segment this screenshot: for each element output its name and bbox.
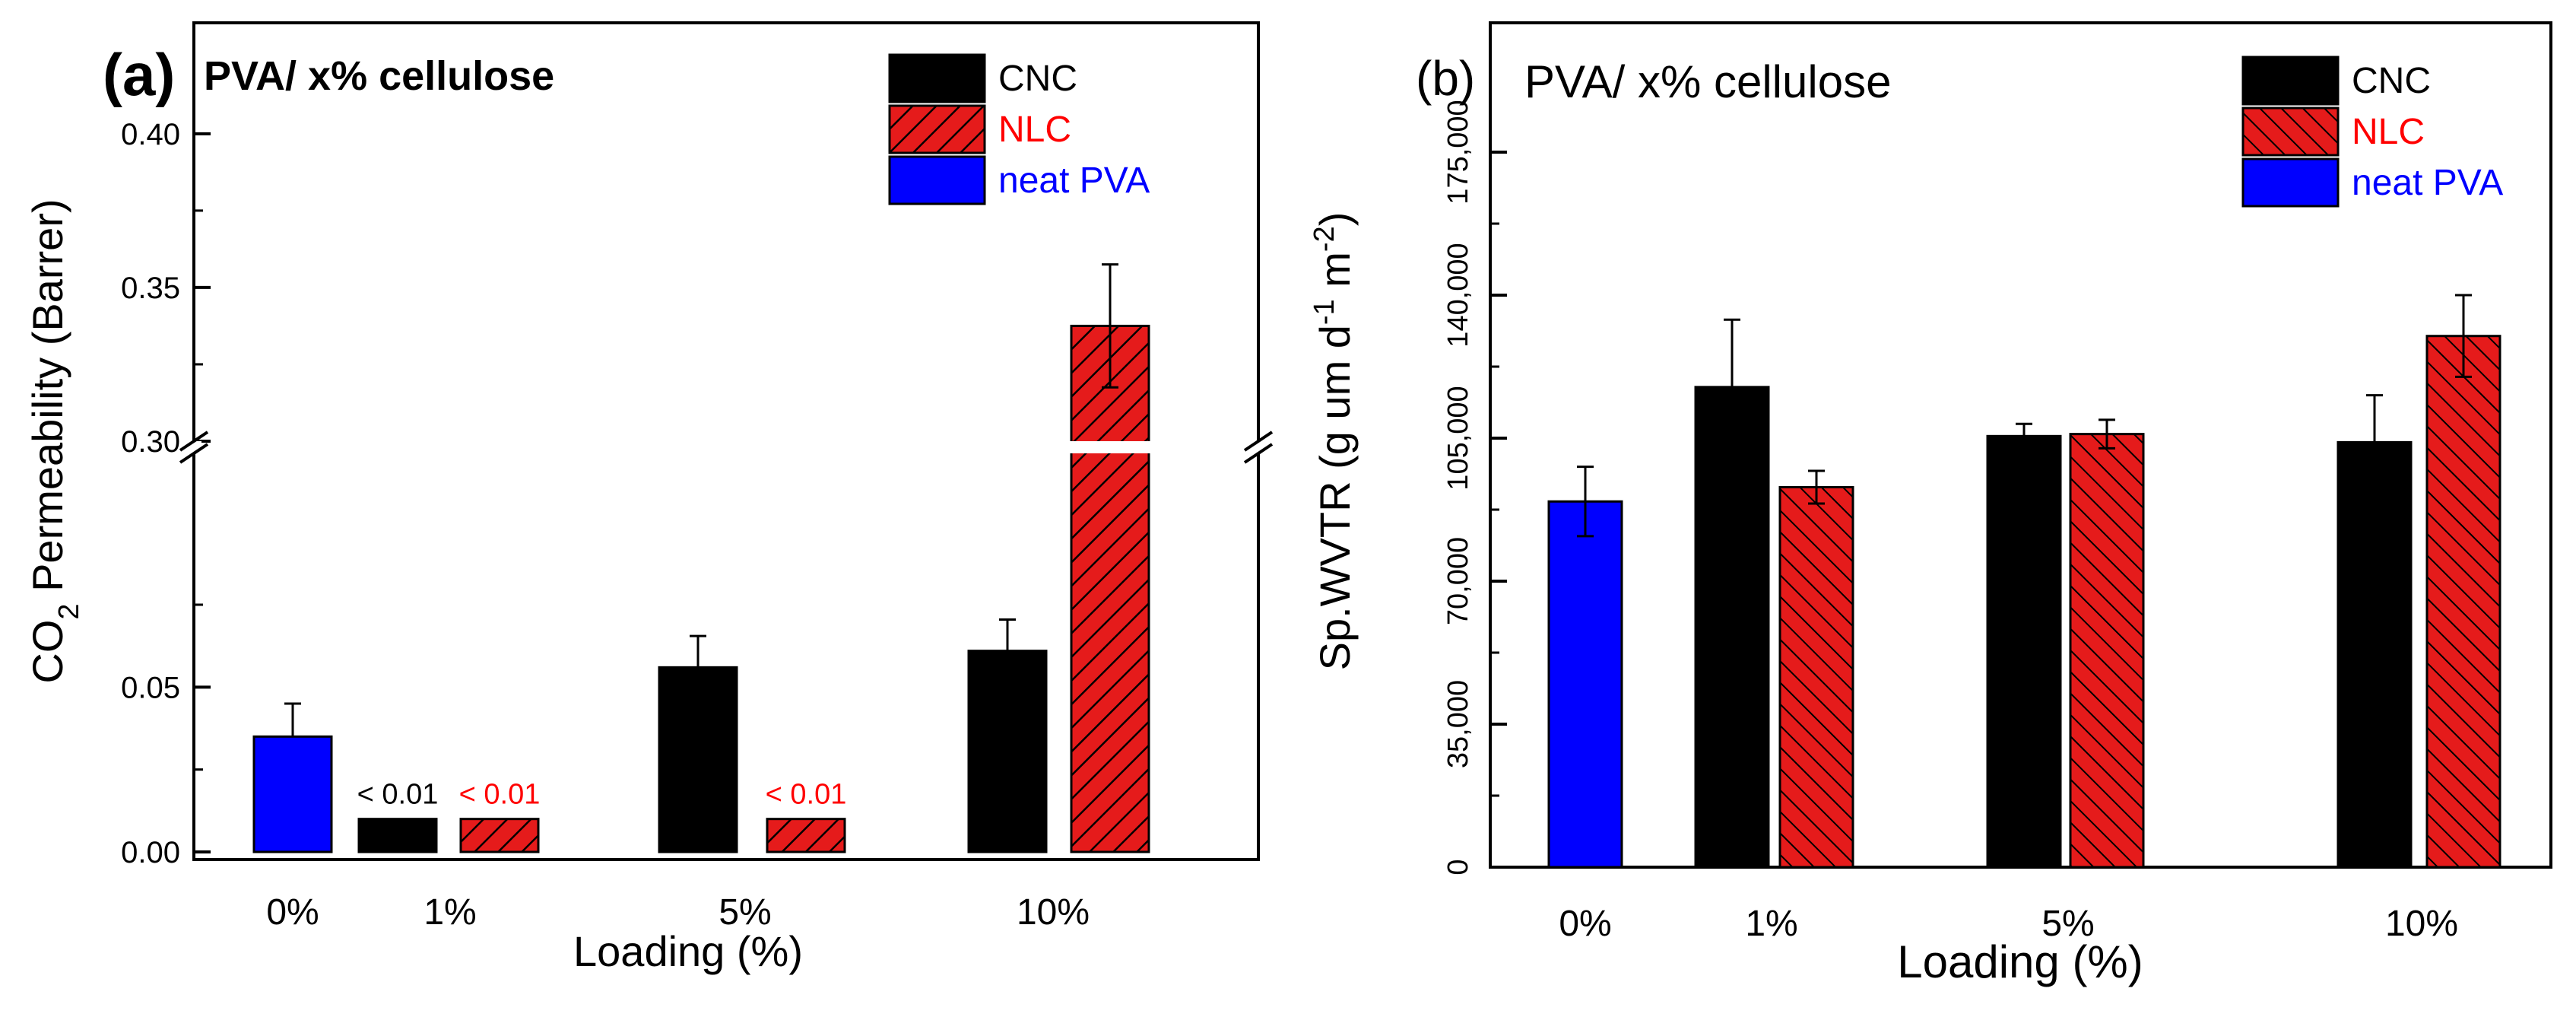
bar-a-nlc-2 — [766, 818, 846, 853]
y-label-b-main: Sp.WVTR (g um d — [1311, 325, 1359, 670]
legend-label-b: NLC — [2352, 112, 2425, 152]
x-tick-label-a: 1% — [424, 892, 476, 933]
chart-panel-a: (a) PVA/ x% cellulose Loading (%) CO2 Pe… — [24, 21, 1274, 975]
x-axis-ticks-b: 0% 1% 5% 10% — [1559, 904, 2458, 944]
y-label-b-mid: m — [1311, 252, 1359, 299]
y-axis-ticks-a: 0.00 0.05 0.30 0.35 0.40 — [121, 118, 211, 869]
legend-swatch-b — [2241, 157, 2340, 208]
bar-a-cnc-1 — [357, 818, 438, 853]
bar-b-cnc-2 — [1986, 434, 2062, 869]
x-tick-label-a: 5% — [719, 892, 771, 933]
legend-swatch-a — [888, 104, 986, 154]
bars-a: < 0.01 < 0.01 < 0.01 — [252, 263, 1150, 853]
bar-b-nlc-2 — [2069, 433, 2145, 869]
legend-label-a: neat PVA — [998, 160, 1150, 201]
bar-b-nlc-1 — [1778, 485, 1854, 869]
legend-label-b: neat PVA — [2352, 163, 2503, 203]
x-tick-label-b: 5% — [2041, 904, 2094, 944]
chart-panel-b: (b) PVA/ x% cellulose Loading (%) Sp.WVT… — [1309, 21, 2552, 987]
y-label-a-sub: 2 — [53, 603, 85, 619]
panel-label-b: (b) — [1416, 51, 1475, 106]
axis-break-mark — [179, 431, 209, 452]
y-tick-label-a: 0.00 — [121, 836, 180, 869]
bar-a-nlc-3 — [1070, 324, 1150, 853]
x-tick-label-b: 1% — [1745, 904, 1797, 944]
bar-a-cnc-2 — [658, 666, 738, 853]
legend-label-a: CNC — [998, 59, 1077, 99]
y-axis-label-b: Sp.WVTR (g um d-1 m-2) — [1309, 212, 1359, 671]
y-axis-label-a: CO2 Permeability (Barrer) — [24, 199, 85, 683]
annotation-a: < 0.01 — [459, 779, 541, 811]
y-tick-label-b: 35,000 — [1442, 680, 1474, 768]
legend-label-b: CNC — [2352, 61, 2431, 101]
annotation-a: < 0.01 — [766, 779, 847, 811]
bar-b-cnc-3 — [2336, 440, 2413, 869]
legend-swatch-b — [2241, 56, 2340, 106]
x-axis-ticks-a: 0% 1% 5% 10% — [266, 892, 1090, 933]
axis-break-gap-bar — [1068, 441, 1152, 453]
y-tick-label-b: 70,000 — [1442, 537, 1474, 625]
y-label-b-end: ) — [1311, 212, 1359, 227]
axis-break-mark — [179, 443, 209, 464]
y-label-b-sup2: -2 — [1309, 226, 1340, 252]
axis-break-mark — [1243, 431, 1274, 452]
bar-a-nlc-1 — [459, 818, 540, 853]
y-tick-label-b: 140,000 — [1442, 243, 1474, 347]
bar-b-nlc-3 — [2425, 335, 2501, 869]
annotation-a: < 0.01 — [357, 779, 439, 811]
axis-break-mark — [1243, 443, 1274, 464]
y-tick-label-b: 175,000 — [1442, 100, 1474, 204]
y-tick-label-b: 0 — [1442, 859, 1474, 875]
y-tick-label-b: 105,000 — [1442, 386, 1474, 490]
chart-title-a: PVA/ x% cellulose — [204, 53, 554, 99]
x-tick-label-b: 10% — [2385, 904, 2458, 944]
y-label-a-main: CO — [24, 620, 71, 684]
y-label-b-sup1: -1 — [1309, 299, 1340, 325]
y-tick-label-a: 0.40 — [121, 118, 180, 151]
bars-b — [1547, 294, 2501, 869]
y-tick-label-a: 0.05 — [121, 671, 180, 704]
x-tick-label-a: 0% — [266, 892, 319, 933]
axis-break-a — [179, 431, 1274, 464]
legend-swatch-a — [888, 53, 986, 103]
x-tick-label-b: 0% — [1559, 904, 1611, 944]
y-label-a-rest: Permeability (Barrer) — [24, 199, 71, 603]
legend-a: CNC NLC neat PVA — [888, 53, 1150, 205]
bar-b-cnc-1 — [1694, 386, 1770, 869]
bar-a-cnc-3 — [967, 650, 1048, 853]
y-tick-label-a: 0.35 — [121, 272, 180, 305]
legend-swatch-a — [888, 155, 986, 205]
legend-label-a: NLC — [998, 110, 1071, 150]
y-axis-ticks-b: 0 35,000 70,000 105,000 140,000 175,000 — [1442, 100, 1507, 876]
legend-swatch-b — [2241, 106, 2340, 157]
chart-title-b: PVA/ x% cellulose — [1524, 56, 1891, 107]
x-tick-label-a: 10% — [1017, 892, 1090, 933]
panel-label-a: (a) — [103, 41, 175, 108]
x-axis-label-b: Loading (%) — [1897, 936, 2143, 987]
bar-a-pva-0 — [252, 735, 333, 853]
y-tick-label-a: 0.30 — [121, 425, 180, 459]
x-axis-label-a: Loading (%) — [573, 927, 803, 975]
bar-b-pva-0 — [1547, 500, 1623, 869]
legend-b: CNC NLC neat PVA — [2241, 56, 2503, 208]
